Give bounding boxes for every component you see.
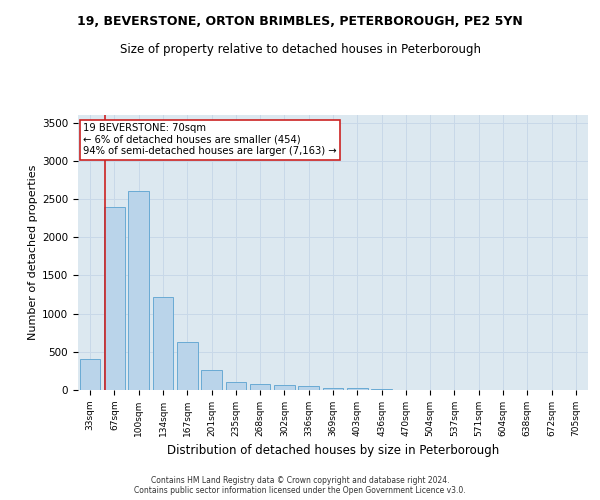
Text: 19 BEVERSTONE: 70sqm
← 6% of detached houses are smaller (454)
94% of semi-detac: 19 BEVERSTONE: 70sqm ← 6% of detached ho… — [83, 123, 337, 156]
Bar — [323, 388, 343, 390]
Bar — [250, 384, 271, 390]
Text: Contains HM Land Registry data © Crown copyright and database right 2024.
Contai: Contains HM Land Registry data © Crown c… — [134, 476, 466, 495]
Bar — [128, 192, 149, 390]
Bar — [177, 342, 197, 390]
Bar — [347, 388, 368, 390]
Bar — [371, 389, 392, 390]
Bar — [201, 370, 222, 390]
Bar — [226, 382, 246, 390]
Y-axis label: Number of detached properties: Number of detached properties — [28, 165, 38, 340]
X-axis label: Distribution of detached houses by size in Peterborough: Distribution of detached houses by size … — [167, 444, 499, 458]
Text: 19, BEVERSTONE, ORTON BRIMBLES, PETERBOROUGH, PE2 5YN: 19, BEVERSTONE, ORTON BRIMBLES, PETERBOR… — [77, 15, 523, 28]
Bar — [80, 360, 100, 390]
Bar — [274, 384, 295, 390]
Bar — [152, 297, 173, 390]
Bar — [298, 386, 319, 390]
Bar — [104, 206, 125, 390]
Text: Size of property relative to detached houses in Peterborough: Size of property relative to detached ho… — [119, 42, 481, 56]
